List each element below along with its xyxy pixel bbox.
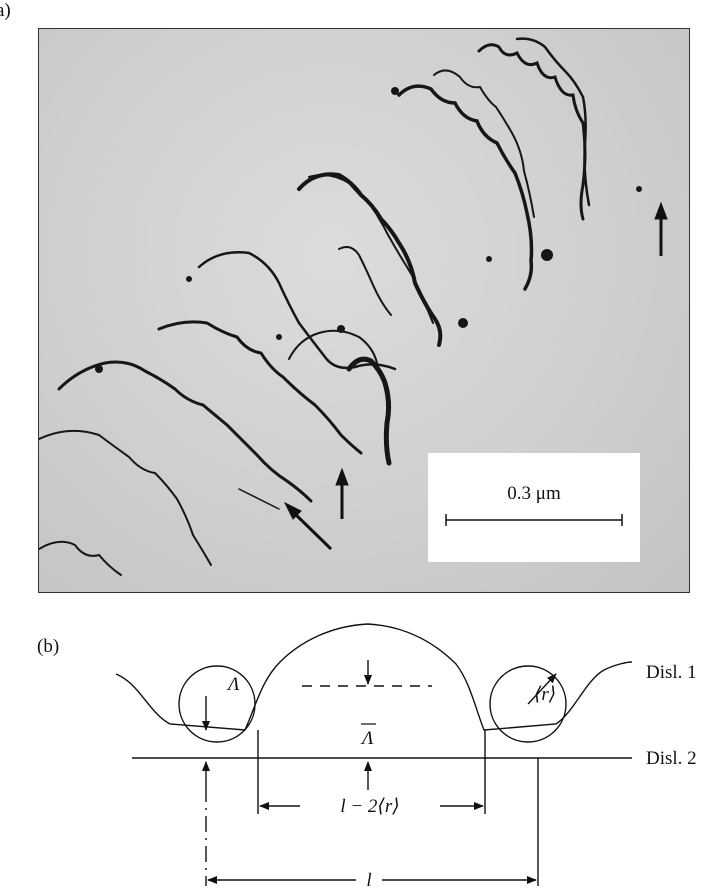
- radius-symbol: ⟨r⟩: [534, 684, 556, 705]
- scale-bar: [445, 514, 623, 526]
- scale-bar-label: 0.3 μm: [507, 483, 561, 504]
- dislocation-image: [39, 37, 668, 576]
- lambda-symbol: Λ: [226, 674, 240, 695]
- spacing-label: l: [366, 870, 371, 891]
- scale-bar-box: 0.3 μm: [428, 453, 640, 562]
- disl-2-label: Disl. 2: [646, 748, 697, 769]
- obstacle-left: [178, 665, 256, 743]
- schematic-diagram: Λ Λ ⟨r⟩ l − 2⟨r⟩ l Disl. 1 Disl. 2: [115, 623, 697, 891]
- panel-b-label: (b): [37, 636, 60, 657]
- dislocation-1-curve: [115, 623, 633, 731]
- obstacle-right: [489, 665, 567, 743]
- disl-1-label: Disl. 1: [646, 662, 697, 683]
- spacing-minus-label: l − 2⟨r⟩: [340, 796, 399, 817]
- lambda-bar-symbol: Λ: [360, 728, 374, 749]
- panel-a-label: a): [0, 0, 11, 21]
- tem-micrograph: 0.3 μm: [38, 28, 690, 593]
